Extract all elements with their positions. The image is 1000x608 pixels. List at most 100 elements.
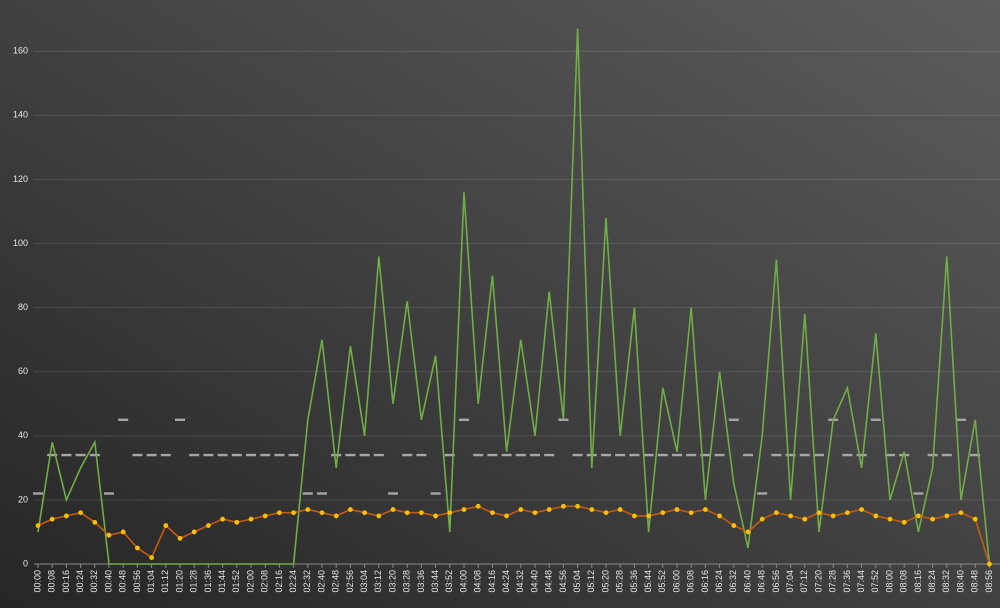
x-tick-label: 01:04	[146, 570, 156, 593]
marker	[75, 453, 86, 457]
marker	[234, 519, 240, 525]
x-tick-label: 05:44	[643, 570, 653, 593]
marker	[816, 510, 822, 516]
x-tick-label: 02:48	[331, 570, 341, 593]
marker	[956, 418, 966, 421]
marker	[430, 492, 441, 495]
marker	[305, 507, 311, 512]
marker	[788, 513, 793, 519]
marker	[544, 453, 555, 457]
x-tick-label: 05:36	[629, 570, 639, 593]
marker	[672, 453, 682, 457]
x-tick-label: 07:36	[842, 570, 852, 593]
x-tick-label: 05:20	[600, 570, 610, 593]
x-tick-label: 03:20	[387, 570, 397, 593]
marker	[660, 510, 666, 516]
marker	[331, 453, 342, 457]
x-tick-label: 04:00	[458, 570, 468, 593]
x-tick-label: 08:08	[899, 570, 909, 593]
x-tick-label: 00:32	[89, 570, 99, 593]
x-tick-label: 03:12	[373, 570, 383, 593]
marker	[970, 453, 981, 457]
marker	[416, 453, 427, 457]
marker	[873, 513, 879, 519]
marker	[231, 453, 242, 457]
marker	[262, 513, 268, 519]
x-tick-label: 06:40	[742, 570, 752, 593]
y-tick-label: 0	[23, 558, 28, 568]
x-tick-label: 08:48	[970, 570, 980, 593]
y-tick-label: 40	[18, 430, 28, 440]
marker	[149, 555, 155, 560]
marker	[402, 453, 413, 457]
marker	[78, 510, 83, 516]
marker	[830, 513, 836, 519]
y-tick-label: 120	[13, 174, 28, 184]
y-tick-label: 140	[13, 110, 28, 120]
marker	[518, 507, 524, 512]
x-tick-label: 07:20	[813, 570, 823, 593]
marker	[89, 453, 100, 457]
marker	[291, 510, 296, 516]
marker	[504, 513, 509, 519]
x-tick-label: 03:28	[402, 570, 412, 593]
marker	[774, 510, 779, 516]
x-tick-label: 04:48	[544, 570, 554, 593]
marker	[47, 453, 58, 457]
x-tick-label: 06:08	[686, 570, 696, 593]
marker	[643, 453, 654, 457]
marker	[759, 516, 765, 522]
series-line	[37, 505, 991, 565]
marker	[771, 453, 782, 457]
marker	[333, 513, 339, 519]
x-tick-label: 00:40	[103, 570, 113, 593]
marker	[987, 561, 992, 567]
marker	[617, 507, 623, 512]
marker	[686, 453, 697, 457]
marker	[220, 516, 226, 522]
marker	[390, 507, 396, 512]
x-tick-label: 08:24	[927, 570, 937, 593]
marker	[388, 492, 398, 495]
marker	[501, 453, 512, 457]
x-tick-label: 00:08	[47, 570, 57, 593]
marker	[362, 510, 367, 516]
marker	[444, 453, 455, 457]
marker	[404, 510, 410, 516]
marker	[160, 453, 171, 457]
x-tick-label: 04:08	[473, 570, 483, 593]
marker	[359, 453, 370, 457]
marker	[175, 418, 185, 421]
x-tick-label: 08:56	[984, 570, 994, 593]
x-tick-label: 03:04	[359, 570, 369, 593]
y-tick-label: 160	[13, 46, 28, 56]
marker	[842, 453, 853, 457]
marker	[572, 453, 583, 457]
x-tick-label: 02:08	[260, 570, 270, 593]
marker	[189, 453, 200, 457]
marker	[246, 453, 256, 457]
marker	[345, 453, 356, 457]
x-tick-label: 01:28	[189, 570, 199, 593]
marker	[35, 523, 41, 528]
x-tick-label: 07:52	[870, 570, 880, 593]
x-tick-label: 06:24	[714, 570, 724, 593]
x-tick-label: 08:00	[884, 570, 894, 593]
marker	[475, 503, 481, 509]
y-tick-label: 60	[18, 366, 28, 376]
marker	[845, 510, 850, 516]
x-tick-label: 02:56	[345, 570, 355, 593]
marker	[118, 418, 129, 421]
marker	[757, 492, 768, 495]
marker	[589, 507, 595, 512]
marker	[632, 513, 637, 519]
x-tick-label: 04:56	[558, 570, 568, 593]
marker	[92, 519, 98, 525]
marker	[629, 453, 640, 457]
marker	[277, 510, 282, 516]
marker	[745, 529, 751, 535]
x-tick-label: 00:48	[118, 570, 128, 593]
marker	[561, 503, 566, 509]
